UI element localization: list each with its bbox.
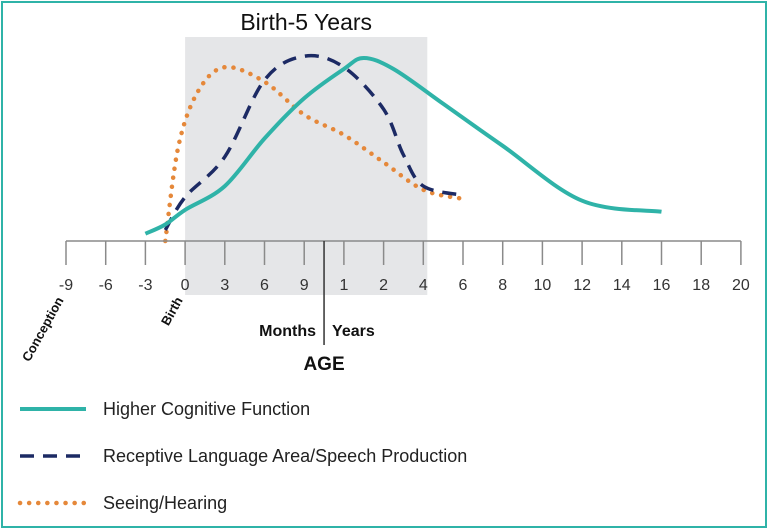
x-tick-label: -9 xyxy=(59,277,73,294)
x-tick-label: 0 xyxy=(181,277,190,294)
months-unit-label: Months xyxy=(259,323,316,340)
legend-label: Seeing/Hearing xyxy=(103,493,227,513)
x-tick-label: 6 xyxy=(459,277,468,294)
x-axis-title: AGE xyxy=(303,354,344,375)
x-tick-label: 2 xyxy=(379,277,388,294)
x-tick-label: 9 xyxy=(300,277,309,294)
x-tick-label: 3 xyxy=(220,277,229,294)
curves-layer xyxy=(144,53,662,244)
x-tick-label: 1 xyxy=(339,277,348,294)
series-higher-cognitive-function xyxy=(144,55,662,236)
legend: Higher Cognitive Function Receptive Langu… xyxy=(17,399,467,513)
series-receptive-language-area-speech-production xyxy=(163,53,464,231)
x-tick-label: -3 xyxy=(138,277,152,294)
x-tick-label: 4 xyxy=(419,277,428,294)
x-tick-label: 6 xyxy=(260,277,269,294)
x-tick-label: 18 xyxy=(692,277,710,294)
x-tick-label: 16 xyxy=(653,277,671,294)
x-tick-label: 20 xyxy=(732,277,750,294)
x-tick-label: 8 xyxy=(498,277,507,294)
birth-annotation: Birth xyxy=(158,294,186,328)
x-axis-tick-labels: -9 -6 -3 0 3 6 9 1 2 4 6 8 10 12 14 16 18 20 xyxy=(59,277,750,294)
x-tick-label: 14 xyxy=(613,277,631,294)
x-tick-label: 10 xyxy=(534,277,552,294)
x-axis-ticks xyxy=(65,241,742,265)
series-seeing-hearing xyxy=(163,64,466,244)
legend-label: Receptive Language Area/Speech Productio… xyxy=(103,446,467,466)
years-unit-label: Years xyxy=(332,323,375,340)
x-tick-label: -6 xyxy=(99,277,113,294)
legend-label: Higher Cognitive Function xyxy=(103,399,310,419)
chart-title: Birth-5 Years xyxy=(240,9,372,35)
conception-annotation: Conception xyxy=(19,294,67,364)
x-tick-label: 12 xyxy=(573,277,591,294)
axis-annotations: Conception Birth xyxy=(19,294,186,364)
birth-to-5-years-band xyxy=(185,37,428,295)
